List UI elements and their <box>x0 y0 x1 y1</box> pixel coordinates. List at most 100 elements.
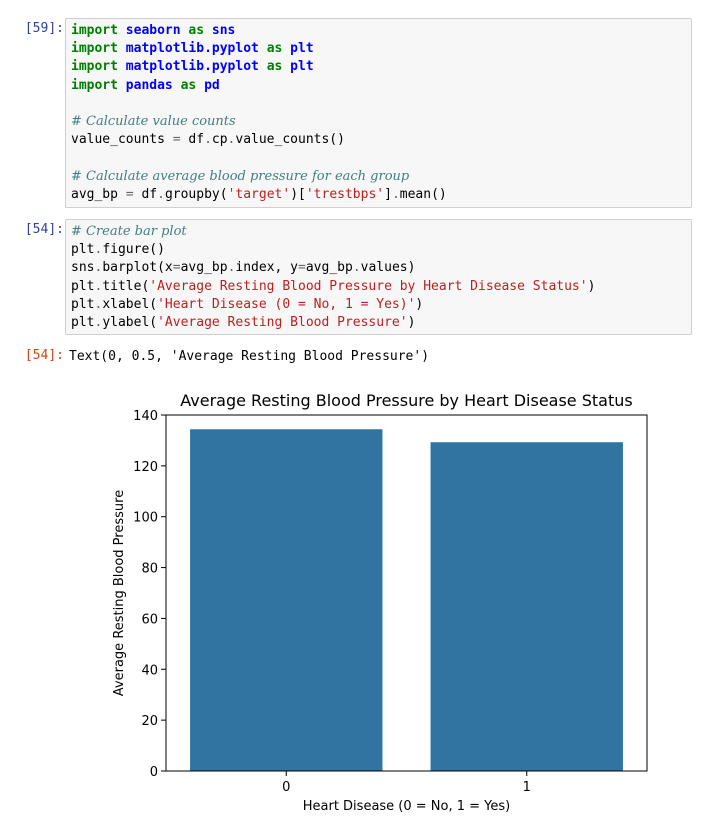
code-token: as <box>266 41 283 57</box>
code-token: seaborn <box>125 23 181 38</box>
code-line: sns.barplot(x=avg_bp.index, y=avg_bp.val… <box>71 259 691 277</box>
code-token: import <box>71 23 118 38</box>
y-tick-label: 80 <box>141 562 158 577</box>
code-token: plt <box>71 278 95 294</box>
code-token: = <box>172 260 181 276</box>
code-token <box>118 59 126 74</box>
code-token <box>173 78 181 93</box>
code-line: # Calculate value counts <box>71 113 691 131</box>
code-token: . <box>94 242 103 258</box>
code-editor[interactable]: import seaborn as sns import matplotlib.p… <box>65 18 692 208</box>
code-token: # Calculate value counts <box>71 113 236 129</box>
y-tick-label: 20 <box>141 714 158 729</box>
input-prompt: [54]: <box>24 222 64 237</box>
code-token: figure() <box>102 242 165 258</box>
code-line <box>71 149 691 167</box>
plot-frame <box>165 414 648 772</box>
code-token: plt <box>71 296 95 312</box>
y-tick-label: 40 <box>141 663 158 678</box>
code-token: mean() <box>399 186 447 202</box>
code-line: value_counts = df.cp.value_counts() <box>71 131 691 149</box>
code-token: 'Heart Disease (0 = No, 1 = Yes)' <box>157 296 416 312</box>
code-token: as <box>180 77 197 93</box>
bar-0 <box>190 429 383 771</box>
code-line: import matplotlib.pyplot as plt <box>71 58 691 76</box>
code-token: . <box>204 132 212 148</box>
chart-title: Average Resting Blood Pressure by Heart … <box>180 391 632 410</box>
code-line: import pandas as pd <box>71 77 691 95</box>
code-token <box>282 41 290 56</box>
code-token: . <box>227 260 236 276</box>
code-line: plt.figure() <box>71 241 691 259</box>
code-token: index, y <box>235 260 299 276</box>
y-tick-label: 100 <box>133 511 158 526</box>
code-token: avg_bp <box>180 260 228 276</box>
code-line <box>71 95 691 113</box>
code-token: avg_bp <box>71 186 126 202</box>
code-token: # Calculate average blood pressure for e… <box>71 168 410 184</box>
code-token: plt <box>71 242 95 258</box>
code-line: plt.ylabel('Average Resting Blood Pressu… <box>71 314 691 332</box>
code-token: = <box>298 260 306 276</box>
code-token <box>118 41 126 56</box>
code-token: values) <box>360 260 416 276</box>
code-token: avg_bp <box>305 260 353 276</box>
code-token <box>196 78 204 93</box>
y-tick-label: 60 <box>141 612 158 627</box>
code-line: import seaborn as sns <box>71 22 691 40</box>
code-token: = <box>172 132 181 148</box>
code-token: . <box>157 186 165 202</box>
code-token: plt <box>71 314 95 330</box>
y-tick-label: 120 <box>133 460 158 475</box>
code-token: as <box>188 23 205 38</box>
code-token: ) <box>587 278 596 294</box>
code-token: pandas <box>125 77 173 93</box>
code-token: plt <box>290 59 314 75</box>
code-token: pd <box>204 77 220 93</box>
code-token: ) <box>415 296 424 312</box>
code-token: groupby( <box>164 186 228 202</box>
y-axis-label: Average Resting Blood Pressure <box>112 490 127 696</box>
y-tick-label: 140 <box>133 409 158 424</box>
code-token: 'Average Resting Blood Pressure by Heart… <box>149 278 588 294</box>
code-token: matplotlib.pyplot <box>125 41 259 57</box>
code-token: . <box>94 296 103 312</box>
code-token <box>204 23 212 38</box>
code-token: value_counts <box>71 132 173 148</box>
y-tick-label: 0 <box>150 765 158 780</box>
code-token: )[ <box>290 186 306 202</box>
code-line: import matplotlib.pyplot as plt <box>71 40 691 58</box>
code-token: . <box>94 260 103 276</box>
code-token: ] <box>384 186 392 202</box>
code-token: . <box>352 260 361 276</box>
code-token: import <box>71 41 118 57</box>
code-token: ylabel( <box>102 314 158 330</box>
code-token <box>282 59 290 74</box>
code-token: import <box>71 77 118 93</box>
code-token: 'target' <box>227 186 291 202</box>
code-token: . <box>227 132 236 148</box>
code-line: # Create bar plot <box>71 223 691 241</box>
code-token: cp <box>211 132 228 148</box>
code-token: xlabel( <box>102 296 158 312</box>
code-token: sns <box>71 260 95 276</box>
code-token: value_counts() <box>235 132 345 148</box>
x-tick-label: 1 <box>523 780 531 795</box>
code-token: # Create bar plot <box>71 224 187 239</box>
code-token: df <box>180 132 205 148</box>
code-line: avg_bp = df.groupby('target')['trestbps'… <box>71 186 691 204</box>
code-line: plt.title('Average Resting Blood Pressur… <box>71 278 691 296</box>
code-token <box>118 23 126 38</box>
code-token: 'Average Resting Blood Pressure' <box>157 314 408 330</box>
code-editor[interactable]: # Create bar plot plt.figure() sns.barplot… <box>65 219 692 335</box>
code-token: . <box>94 314 103 330</box>
code-token: ) <box>407 314 416 330</box>
input-prompt: [59]: <box>24 21 64 36</box>
code-token <box>259 59 267 74</box>
code-line: plt.xlabel('Heart Disease (0 = No, 1 = Y… <box>71 296 691 314</box>
code-token: barplot(x <box>102 260 173 276</box>
code-token: . <box>94 278 103 294</box>
code-token: 'trestbps' <box>305 186 385 202</box>
code-token <box>259 41 267 56</box>
